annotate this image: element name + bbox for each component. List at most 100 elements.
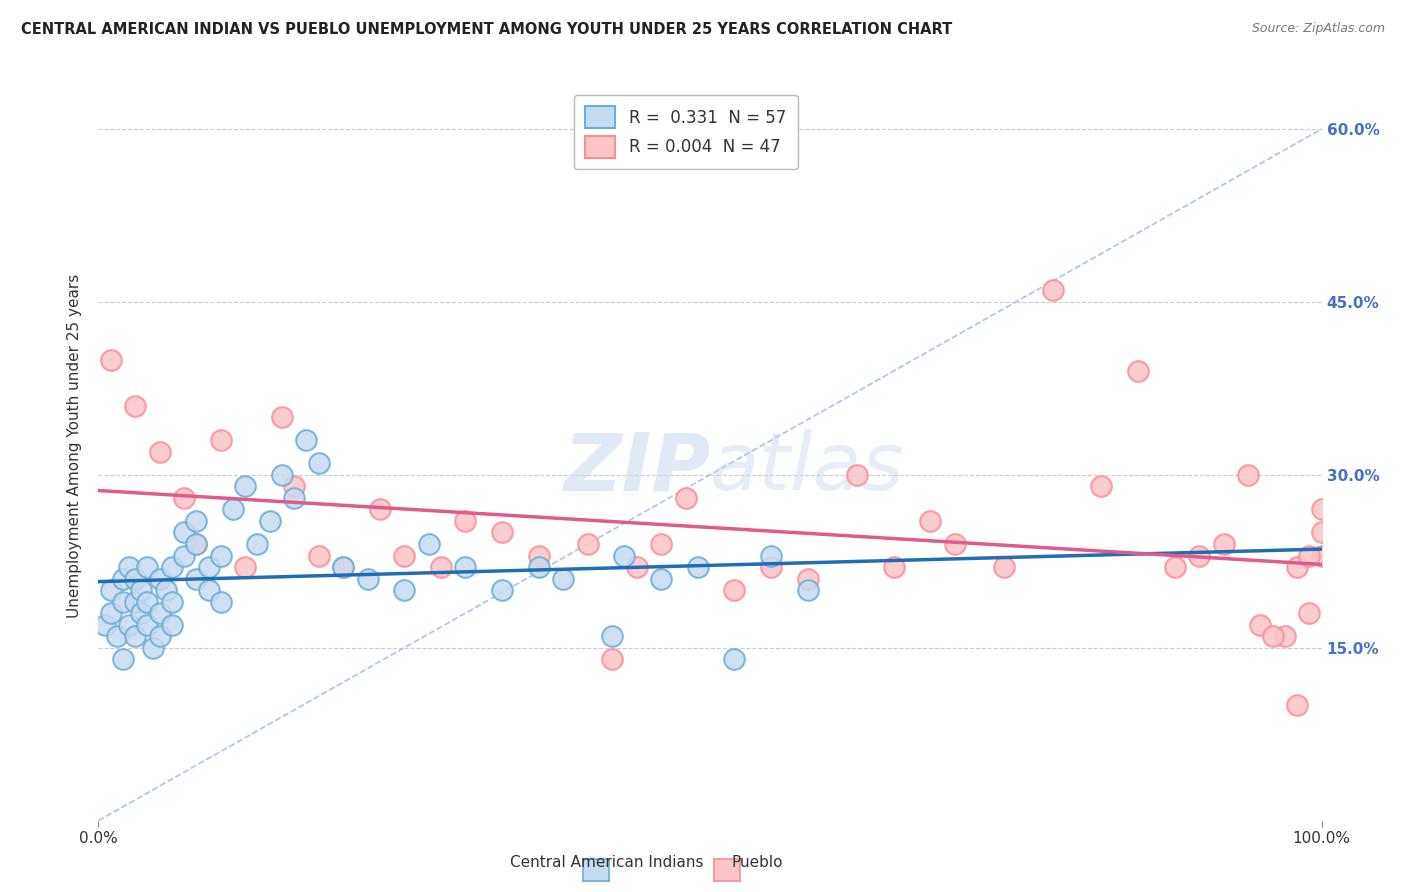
Point xyxy=(136,594,159,608)
Point xyxy=(1298,549,1320,563)
Point xyxy=(723,652,745,666)
Point xyxy=(149,606,172,620)
Point xyxy=(993,560,1015,574)
Point xyxy=(553,572,575,586)
Point xyxy=(111,572,134,586)
Point xyxy=(527,549,550,563)
Point xyxy=(454,514,477,528)
Point xyxy=(761,549,783,563)
Point xyxy=(111,594,134,608)
Point xyxy=(270,410,294,425)
Point xyxy=(186,537,208,551)
Point xyxy=(155,583,177,598)
Point xyxy=(197,560,219,574)
Text: Source: ZipAtlas.com: Source: ZipAtlas.com xyxy=(1251,22,1385,36)
Point xyxy=(197,583,219,598)
Point xyxy=(1188,549,1211,563)
Point xyxy=(392,549,416,563)
Point xyxy=(118,560,141,574)
Point xyxy=(1042,284,1064,298)
Point xyxy=(308,549,330,563)
Text: atlas: atlas xyxy=(710,429,905,508)
Point xyxy=(1261,629,1284,643)
Point xyxy=(136,560,159,574)
Point xyxy=(1310,549,1333,563)
Point xyxy=(149,444,172,458)
Point xyxy=(283,491,305,505)
Point xyxy=(943,537,966,551)
Point xyxy=(160,594,183,608)
Text: Pueblo: Pueblo xyxy=(731,855,783,870)
Legend: R =  0.331  N = 57, R = 0.004  N = 47: R = 0.331 N = 57, R = 0.004 N = 47 xyxy=(574,95,797,169)
Point xyxy=(100,583,122,598)
Point xyxy=(1274,629,1296,643)
Point xyxy=(418,537,440,551)
Point xyxy=(576,537,599,551)
Point xyxy=(527,560,550,574)
Point xyxy=(1090,479,1112,493)
Point xyxy=(100,606,122,620)
Point xyxy=(600,652,623,666)
Point xyxy=(136,617,159,632)
Point xyxy=(491,583,513,598)
Point xyxy=(686,560,709,574)
Point xyxy=(392,583,416,598)
Point xyxy=(222,502,245,516)
Point xyxy=(295,434,318,448)
Point xyxy=(160,560,183,574)
Point xyxy=(93,617,115,632)
Point xyxy=(105,629,128,643)
Point xyxy=(650,572,672,586)
Point xyxy=(1286,698,1309,713)
Point xyxy=(1310,502,1333,516)
Point xyxy=(186,514,208,528)
Point xyxy=(1310,525,1333,540)
Point xyxy=(160,617,183,632)
Point xyxy=(797,572,820,586)
Point xyxy=(186,537,208,551)
Point xyxy=(124,594,146,608)
Point xyxy=(430,560,453,574)
Point xyxy=(368,502,391,516)
Point xyxy=(1212,537,1234,551)
Point xyxy=(613,549,636,563)
Point xyxy=(675,491,697,505)
Point xyxy=(173,491,195,505)
Point xyxy=(1164,560,1187,574)
Point xyxy=(124,399,146,413)
Point xyxy=(124,572,146,586)
Point xyxy=(209,549,232,563)
Point xyxy=(209,594,232,608)
Point xyxy=(173,549,195,563)
Point xyxy=(1286,560,1309,574)
Point xyxy=(761,560,783,574)
Point xyxy=(270,467,294,482)
Point xyxy=(650,537,672,551)
Point xyxy=(149,629,172,643)
Point xyxy=(142,640,165,655)
Point xyxy=(129,606,152,620)
Point xyxy=(797,583,820,598)
Y-axis label: Unemployment Among Youth under 25 years: Unemployment Among Youth under 25 years xyxy=(67,274,83,618)
Point xyxy=(111,652,134,666)
Point xyxy=(1298,606,1320,620)
Point xyxy=(1237,467,1260,482)
Point xyxy=(883,560,905,574)
Point xyxy=(100,352,122,367)
Point xyxy=(233,560,256,574)
Point xyxy=(1128,364,1150,378)
Text: CENTRAL AMERICAN INDIAN VS PUEBLO UNEMPLOYMENT AMONG YOUTH UNDER 25 YEARS CORREL: CENTRAL AMERICAN INDIAN VS PUEBLO UNEMPL… xyxy=(21,22,952,37)
Point xyxy=(186,572,208,586)
Point xyxy=(259,514,281,528)
Point xyxy=(454,560,477,574)
Point xyxy=(124,629,146,643)
Point xyxy=(600,629,623,643)
Point xyxy=(1250,617,1272,632)
Point xyxy=(723,583,745,598)
Point xyxy=(920,514,942,528)
Point xyxy=(173,525,195,540)
Text: Central American Indians: Central American Indians xyxy=(509,855,703,870)
Point xyxy=(356,572,378,586)
Point xyxy=(626,560,648,574)
Point xyxy=(283,479,305,493)
